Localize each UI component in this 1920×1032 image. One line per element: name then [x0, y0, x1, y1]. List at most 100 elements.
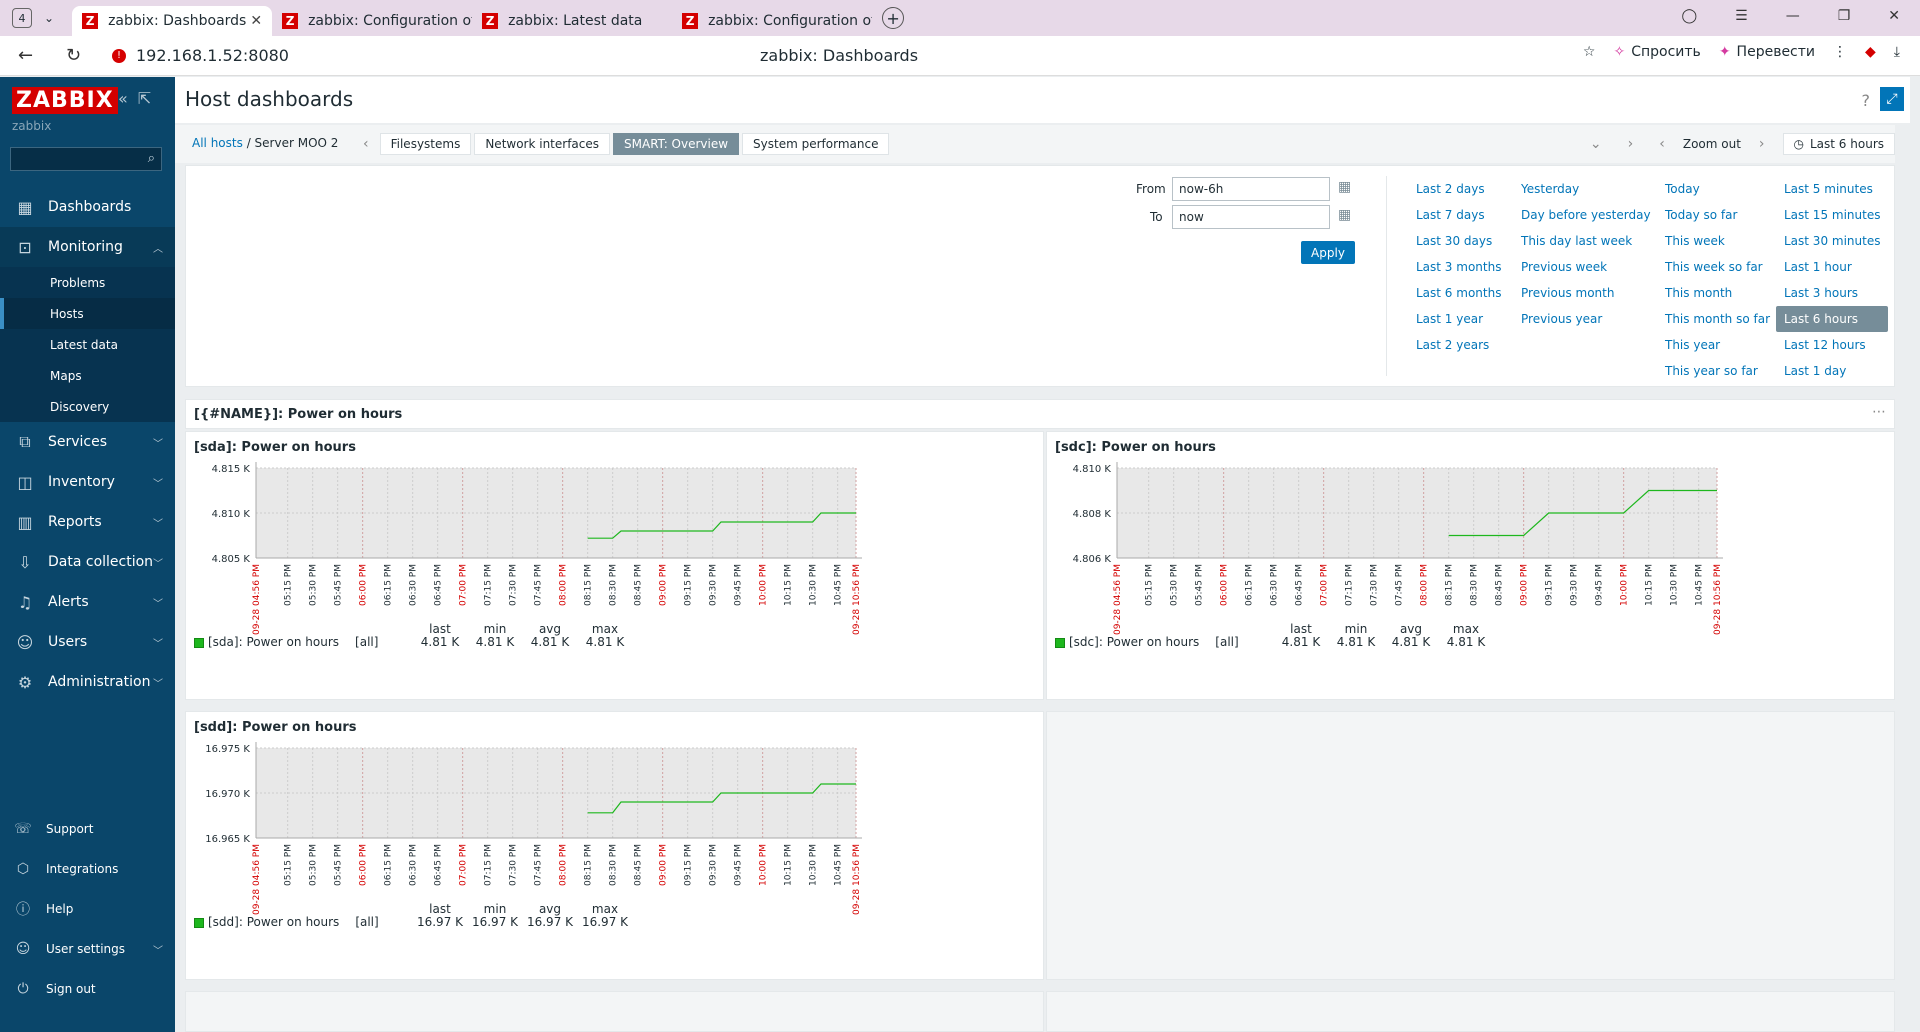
- prev-page-icon[interactable]: ‹: [363, 136, 369, 152]
- quick-range-link[interactable]: This week: [1665, 234, 1725, 248]
- bookmark-icon[interactable]: ☆: [1582, 44, 1596, 60]
- quick-range-link[interactable]: This day last week: [1521, 234, 1633, 248]
- browser-tab[interactable]: Z zabbix: Configuration of ho: [272, 6, 472, 36]
- tab-smart-overview[interactable]: SMART: Overview: [613, 133, 740, 155]
- submenu-item-latest-data[interactable]: Latest data: [50, 337, 118, 352]
- quick-range-link[interactable]: Last 15 minutes: [1784, 208, 1881, 222]
- quick-range-link[interactable]: Previous month: [1521, 286, 1615, 300]
- close-window-icon[interactable]: ✕: [1888, 8, 1900, 24]
- new-tab-icon[interactable]: +: [882, 7, 905, 29]
- graph-svg[interactable]: 16.975 K 16.970 K 16.965 K09-28 04:56 PM 05…: [186, 712, 1045, 981]
- quick-range-link[interactable]: Today so far: [1665, 208, 1738, 222]
- next-page-icon[interactable]: ›: [1627, 136, 1634, 152]
- translate-button[interactable]: ✦ Перевести: [1719, 44, 1815, 60]
- url-field[interactable]: ! 192.168.1.52:8080: [112, 46, 289, 65]
- back-icon[interactable]: ←: [18, 45, 34, 66]
- quick-range-link[interactable]: This month so far: [1665, 312, 1771, 326]
- quick-range-link[interactable]: Yesterday: [1521, 182, 1580, 196]
- reload-icon[interactable]: ↻: [66, 45, 82, 66]
- graph-svg[interactable]: 4.815 K 4.810 K 4.805 K09-28 04:56 PM 05:15…: [186, 432, 1045, 701]
- quick-range-link[interactable]: Last 3 months: [1416, 260, 1502, 274]
- ask-button[interactable]: ✧ Спросить: [1613, 44, 1700, 60]
- more-menu-icon[interactable]: ⋮: [1833, 44, 1848, 60]
- menu-item-administration[interactable]: ⚙ Administration ﹀: [0, 662, 175, 702]
- menu-item-integrations[interactable]: ⬡ Integrations: [0, 849, 175, 889]
- extension-icon[interactable]: ◆: [1865, 44, 1876, 60]
- menu-item-sign-out[interactable]: ⏻ Sign out: [0, 969, 175, 1009]
- tab-list-chevron-icon[interactable]: ⌄: [44, 11, 55, 25]
- quick-range-link[interactable]: Last 5 minutes: [1784, 182, 1873, 196]
- widget-menu-icon[interactable]: ⋯: [1872, 404, 1886, 420]
- profile-icon[interactable]: ◯: [1681, 8, 1698, 24]
- collapse-filter-icon[interactable]: ⌄: [1589, 136, 1602, 152]
- time-back-icon[interactable]: ‹: [1659, 136, 1665, 152]
- quick-range-link[interactable]: Last 1 year: [1416, 312, 1484, 326]
- time-forward-icon[interactable]: ›: [1758, 136, 1765, 152]
- menu-item-help[interactable]: ⓘ Help: [0, 889, 175, 929]
- quick-range-link[interactable]: Last 2 years: [1416, 338, 1490, 352]
- graph-svg[interactable]: 4.810 K 4.808 K 4.806 K09-28 04:56 PM 05:15…: [1047, 432, 1906, 701]
- submenu-item-hosts[interactable]: Hosts: [0, 298, 175, 329]
- quick-range-link[interactable]: Today: [1665, 182, 1700, 196]
- menu-item-support[interactable]: ☏ Support: [0, 809, 175, 849]
- quick-range-link[interactable]: This year: [1665, 338, 1721, 352]
- from-input[interactable]: now-6h: [1172, 177, 1330, 201]
- quick-range-link[interactable]: Last 2 days: [1416, 182, 1485, 196]
- browser-tab[interactable]: Z zabbix: Dashboards ✕: [72, 6, 273, 36]
- breadcrumb-all-hosts[interactable]: All hosts: [192, 136, 243, 150]
- series-line[interactable]: [587, 783, 856, 814]
- menu-item-inventory[interactable]: ◫ Inventory ﹀: [0, 462, 175, 502]
- fullscreen-icon[interactable]: ⤢: [1880, 87, 1904, 111]
- search-input[interactable]: ⌕: [10, 147, 162, 171]
- quick-range-link[interactable]: Last 6 hours: [1776, 306, 1889, 332]
- collapse-sidebar-icon[interactable]: «: [118, 89, 128, 108]
- help-icon[interactable]: ?: [1861, 91, 1871, 110]
- quick-range-link[interactable]: Last 1 day: [1784, 364, 1847, 378]
- browser-tab[interactable]: Z zabbix: Latest data: [472, 6, 672, 36]
- close-tab-icon[interactable]: ✕: [250, 13, 263, 29]
- kiosk-mode-icon[interactable]: ⇱: [137, 89, 152, 108]
- zabbix-logo[interactable]: ZABBIX: [12, 87, 118, 114]
- tab-network-interfaces[interactable]: Network interfaces: [474, 133, 611, 155]
- quick-range-link[interactable]: Last 6 months: [1416, 286, 1502, 300]
- minimize-icon[interactable]: —: [1785, 8, 1800, 24]
- tab-count[interactable]: 4: [12, 8, 32, 28]
- zoom-out-button[interactable]: Zoom out: [1682, 137, 1741, 151]
- quick-range-link[interactable]: Day before yesterday: [1521, 208, 1651, 222]
- maximize-icon[interactable]: ❐: [1837, 8, 1851, 24]
- calendar-icon[interactable]: ▦: [1338, 179, 1352, 195]
- quick-range-link[interactable]: This week so far: [1665, 260, 1763, 274]
- insecure-warning-icon[interactable]: !: [112, 48, 126, 63]
- search-icon[interactable]: ⌕: [147, 151, 155, 166]
- menu-item-services[interactable]: ⧉ Services ﹀: [0, 422, 175, 462]
- menu-item-monitoring[interactable]: ⊡ Monitoring ︿: [0, 227, 175, 267]
- series-line[interactable]: [1448, 489, 1717, 537]
- submenu-item-problems[interactable]: Problems: [50, 275, 106, 290]
- submenu-item-discovery[interactable]: Discovery: [50, 399, 110, 414]
- quick-range-link[interactable]: Last 30 minutes: [1784, 234, 1881, 248]
- menu-item-user-settings[interactable]: ☺ User settings ﹀: [0, 929, 175, 969]
- downloads-icon[interactable]: ⤓: [1893, 44, 1900, 60]
- menu-item-reports[interactable]: ▥ Reports ﹀: [0, 502, 175, 542]
- tab-filesystems[interactable]: Filesystems: [379, 133, 472, 155]
- reading-list-icon[interactable]: ☰: [1735, 8, 1748, 24]
- tab-system-performance[interactable]: System performance: [742, 133, 890, 155]
- quick-range-link[interactable]: Previous year: [1521, 312, 1603, 326]
- menu-item-users[interactable]: ☺ Users ﹀: [0, 622, 175, 662]
- quick-range-link[interactable]: Last 1 hour: [1784, 260, 1852, 274]
- quick-range-link[interactable]: Previous week: [1521, 260, 1608, 274]
- submenu-item-maps[interactable]: Maps: [50, 368, 82, 383]
- menu-item-alerts[interactable]: ♫ Alerts ﹀: [0, 582, 175, 622]
- quick-range-link[interactable]: Last 12 hours: [1784, 338, 1866, 352]
- apply-button[interactable]: Apply: [1301, 241, 1355, 264]
- quick-range-link[interactable]: This month: [1665, 286, 1733, 300]
- to-input[interactable]: now: [1172, 205, 1330, 229]
- calendar-icon[interactable]: ▦: [1338, 207, 1352, 223]
- quick-range-link[interactable]: Last 3 hours: [1784, 286, 1858, 300]
- browser-tab[interactable]: Z zabbix: Configuration of ite: [672, 6, 872, 36]
- time-range-button[interactable]: ◷ Last 6 hours: [1782, 133, 1895, 155]
- series-line[interactable]: [587, 512, 856, 539]
- menu-item-data-collection[interactable]: ⇩ Data collection ﹀: [0, 542, 175, 582]
- quick-range-link[interactable]: Last 30 days: [1416, 234, 1493, 248]
- quick-range-link[interactable]: This year so far: [1665, 364, 1758, 378]
